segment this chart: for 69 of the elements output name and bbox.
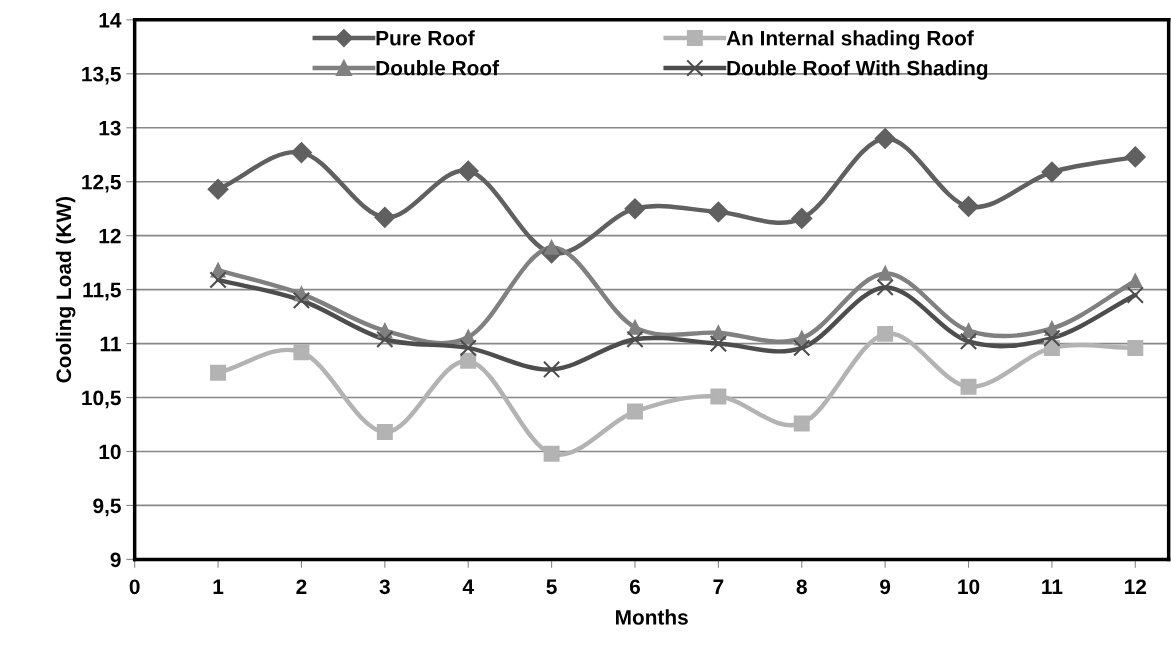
point [210,364,227,381]
point [711,325,726,341]
point [543,445,560,462]
point [1128,273,1143,289]
legend-label: Double Roof With Shading [727,60,988,80]
point [874,128,896,149]
y-tick-label: 12,5 [82,174,121,193]
point [627,403,643,420]
x-tick-label: 0 [129,579,140,595]
point [293,344,310,361]
x-tick-label: 7 [713,579,724,594]
point [876,278,894,297]
y-axis-title: Cooling Load (KW) [55,196,76,383]
legend-label: An Internal shading Roof [726,30,974,50]
y-tick-label: 13,5 [82,66,121,85]
point [1126,286,1144,304]
y-tick-label: 14 [99,13,122,28]
x-tick-label: 12 [1125,579,1147,594]
x-tick-label: 1 [213,579,224,594]
x-tick-label: 8 [796,579,807,595]
point [710,388,727,405]
y-tick-label: 11 [100,336,121,352]
legend-label: Pure Roof [376,30,475,46]
y-tick-label: 10 [99,444,121,460]
point [459,339,477,357]
point [376,330,394,348]
point [793,415,810,432]
point [709,334,728,353]
point [207,178,229,200]
point [460,352,477,369]
y-tick-label: 11,5 [83,282,121,301]
point [626,330,644,348]
x-tick-label: 2 [296,579,307,594]
point [374,206,396,228]
point [959,332,978,351]
point [793,339,811,357]
x-tick-label: 10 [958,579,980,595]
point [624,198,646,220]
y-tick-label: 9,5 [93,498,121,517]
point [1041,161,1063,183]
x-tick-label: 5 [546,579,557,595]
y-tick-label: 13 [99,120,121,136]
point [958,196,979,217]
legend-label: Double Roof [376,60,500,76]
point [877,266,893,281]
point [457,160,479,182]
x-tick-label: 6 [629,579,641,595]
point [542,360,561,379]
x-tick-label: 4 [462,579,474,594]
point [376,424,393,441]
point [1124,146,1146,168]
point [960,378,977,395]
x-tick-label: 11 [1042,579,1063,594]
y-tick-label: 12 [99,228,121,244]
point [961,323,976,338]
x-tick-label: 3 [379,579,390,595]
point [292,291,311,310]
point [1043,329,1061,347]
point [1127,339,1144,356]
x-axis-title: Months [616,609,688,625]
point [209,271,227,289]
y-tick-label: 9 [110,552,121,568]
point [877,325,894,342]
point [708,201,729,223]
point [791,208,813,229]
x-tick-label: 9 [880,579,891,595]
point [627,320,643,335]
point [291,142,312,163]
y-tick-label: 10,5 [82,390,121,409]
